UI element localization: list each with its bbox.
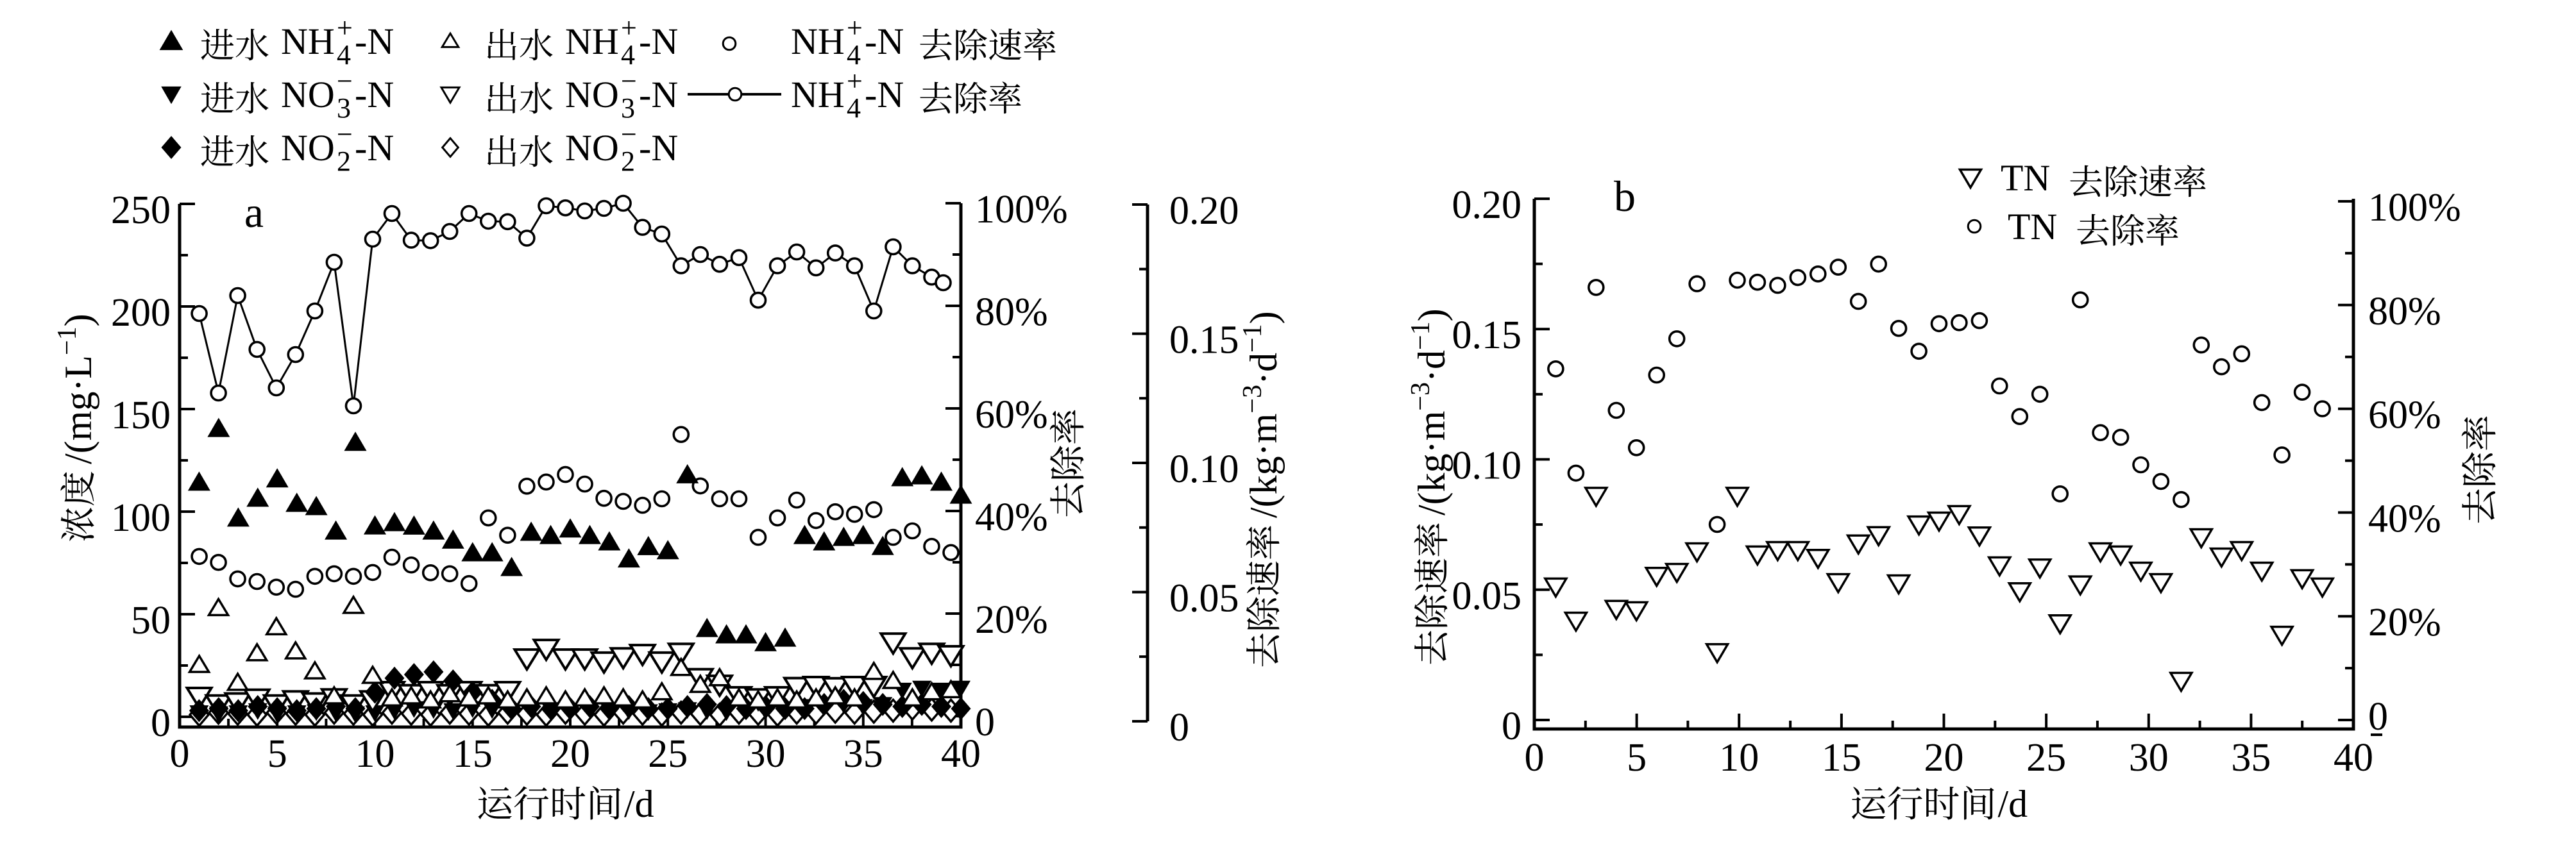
svg-text:−: − — [621, 65, 637, 97]
svg-text:NH: NH — [565, 21, 619, 62]
svg-text:0: 0 — [170, 732, 190, 776]
svg-text:-N: -N — [865, 21, 904, 62]
svg-text:100%: 100% — [2368, 186, 2461, 230]
svg-text:20: 20 — [550, 732, 590, 776]
svg-text:0: 0 — [1502, 705, 1521, 748]
svg-text:0.15: 0.15 — [1452, 314, 1522, 357]
svg-text:0.10: 0.10 — [1169, 448, 1239, 491]
svg-text:TN: TN — [2001, 157, 2050, 199]
svg-text:25: 25 — [648, 732, 688, 776]
svg-text:0.10: 0.10 — [1452, 444, 1522, 488]
svg-text:25: 25 — [2026, 736, 2066, 780]
svg-text:150: 150 — [111, 394, 171, 437]
svg-text:NH: NH — [281, 21, 335, 62]
svg-text:5: 5 — [1627, 736, 1647, 780]
svg-text:/d: /d — [1998, 783, 2028, 825]
svg-text:100%: 100% — [975, 188, 1068, 231]
svg-text:-N: -N — [355, 127, 394, 169]
svg-text:−: − — [337, 119, 353, 150]
svg-text:0.20: 0.20 — [1452, 183, 1522, 227]
svg-text:250: 250 — [111, 188, 171, 232]
svg-text:/d: /d — [624, 783, 654, 825]
svg-text:+: + — [847, 65, 863, 97]
svg-text:40: 40 — [2334, 736, 2373, 780]
svg-text:+: + — [621, 12, 637, 44]
svg-text:−: − — [621, 119, 637, 150]
svg-text:4: 4 — [337, 39, 351, 71]
svg-text:0: 0 — [1169, 706, 1189, 749]
svg-text:10: 10 — [1719, 736, 1759, 780]
svg-text:0.20: 0.20 — [1169, 189, 1239, 233]
svg-text:0.15: 0.15 — [1169, 319, 1239, 362]
svg-text:4: 4 — [621, 39, 635, 71]
svg-text:a: a — [244, 188, 264, 237]
svg-text:-N: -N — [639, 127, 678, 169]
svg-text:0.05: 0.05 — [1169, 577, 1239, 621]
svg-text:35: 35 — [2231, 736, 2271, 780]
svg-text:80%: 80% — [2368, 290, 2441, 333]
svg-text:20%: 20% — [975, 598, 1048, 642]
svg-text:-N: -N — [639, 74, 678, 115]
svg-text:10: 10 — [355, 732, 395, 776]
svg-text:0.05: 0.05 — [1452, 574, 1522, 618]
svg-text:2: 2 — [337, 146, 351, 177]
svg-text:-N: -N — [639, 21, 678, 62]
svg-text:50: 50 — [131, 599, 171, 642]
svg-text:NH: NH — [791, 21, 845, 62]
svg-text:40%: 40% — [2368, 497, 2441, 540]
svg-text:35: 35 — [843, 732, 883, 776]
svg-text:-N: -N — [355, 21, 394, 62]
svg-text:4: 4 — [847, 39, 861, 71]
svg-text:NO: NO — [281, 74, 335, 115]
svg-text:0: 0 — [2368, 695, 2388, 739]
svg-text:3: 3 — [337, 92, 351, 124]
svg-text:200: 200 — [111, 291, 171, 335]
svg-text:40%: 40% — [975, 496, 1048, 539]
svg-text:+: + — [337, 12, 353, 44]
svg-text:5: 5 — [267, 732, 287, 776]
svg-text:100: 100 — [111, 496, 171, 540]
svg-text:−: − — [337, 65, 353, 97]
svg-text:15: 15 — [1822, 736, 1861, 780]
svg-text:20%: 20% — [2368, 601, 2441, 644]
svg-text:4: 4 — [847, 92, 861, 124]
svg-text:60%: 60% — [2368, 394, 2441, 437]
svg-text:0: 0 — [1525, 736, 1545, 780]
svg-text:0: 0 — [975, 701, 995, 744]
svg-text:NO: NO — [565, 74, 619, 115]
svg-text:NO: NO — [281, 127, 335, 169]
svg-text:-N: -N — [355, 74, 394, 115]
svg-text:20: 20 — [1924, 736, 1964, 780]
svg-text:15: 15 — [453, 732, 493, 776]
svg-text:3: 3 — [621, 92, 635, 124]
svg-text:80%: 80% — [975, 290, 1048, 334]
svg-text:2: 2 — [621, 146, 635, 177]
svg-text:60%: 60% — [975, 393, 1048, 437]
svg-text:TN: TN — [2008, 206, 2057, 247]
svg-text:30: 30 — [2129, 736, 2169, 780]
svg-text:30: 30 — [746, 732, 786, 776]
svg-text:NH: NH — [791, 74, 845, 115]
svg-text:-N: -N — [865, 74, 904, 115]
svg-text:NO: NO — [565, 127, 619, 169]
svg-text:+: + — [847, 12, 863, 44]
svg-text:40: 40 — [941, 732, 981, 776]
svg-text:0: 0 — [151, 701, 171, 745]
svg-text:b: b — [1614, 172, 1636, 221]
